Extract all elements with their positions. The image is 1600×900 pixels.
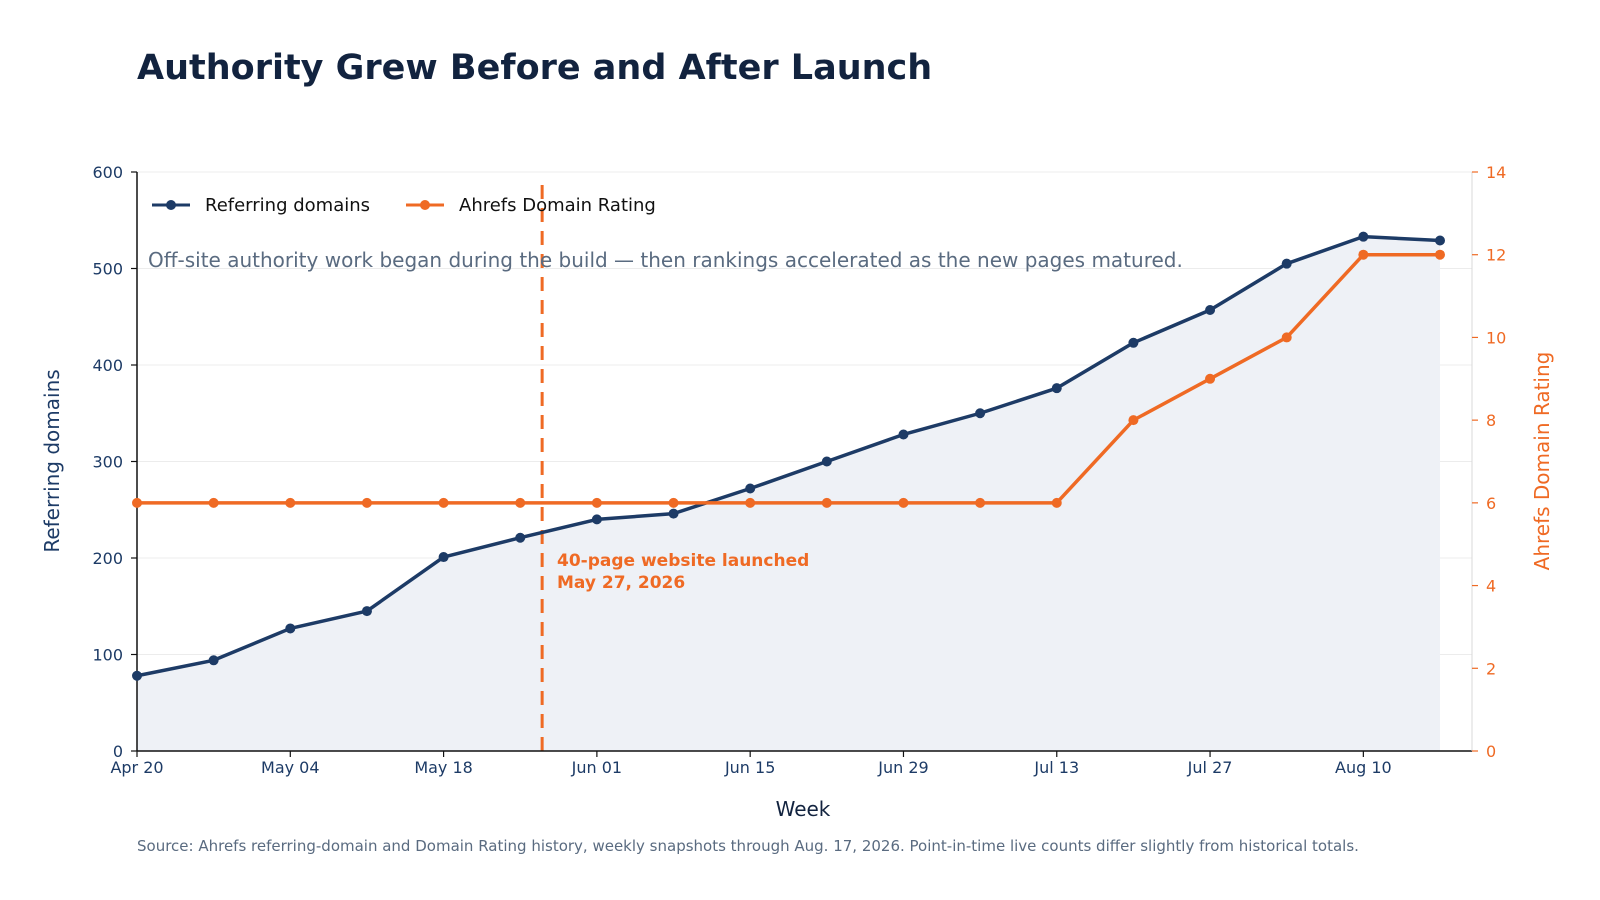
x-tick-label: Apr 20: [110, 758, 163, 777]
y-right-tick-label: 12: [1486, 246, 1506, 265]
legend-marker-domain-rating: [420, 200, 430, 210]
data-point-domain-rating: [438, 497, 449, 508]
legend-label-referring-domains: Referring domains: [205, 195, 370, 216]
data-point-domain-rating: [361, 497, 372, 508]
data-point-domain-rating: [821, 497, 832, 508]
y-axis-left-label: Referring domains: [40, 369, 64, 552]
launch-annotation-line2: May 27, 2026: [557, 573, 685, 593]
source-note: Source: Ahrefs referring-domain and Doma…: [137, 837, 1359, 855]
data-point-referring-domains: [1281, 258, 1292, 269]
series: [132, 231, 1445, 681]
y-left-tick-label: 600: [92, 163, 123, 182]
data-point-domain-rating: [1051, 497, 1062, 508]
data-point-domain-rating: [591, 497, 602, 508]
data-point-domain-rating: [1435, 249, 1445, 260]
data-point-referring-domains: [515, 532, 526, 543]
x-tick-label: May 18: [414, 758, 473, 777]
y-left-tick-label: 400: [92, 356, 123, 375]
y-right-tick-label: 0: [1486, 742, 1496, 761]
launch-annotation-line1: 40-page website launched: [557, 551, 809, 571]
data-point-domain-rating: [975, 497, 986, 508]
x-tick-label: Jul 27: [1187, 758, 1233, 777]
data-point-domain-rating: [1281, 332, 1292, 343]
referring-domains-area: [137, 236, 1440, 751]
y-right-tick-label: 4: [1486, 577, 1496, 596]
data-point-domain-rating: [208, 497, 219, 508]
x-axis-label: Week: [776, 797, 831, 821]
data-point-referring-domains: [132, 670, 142, 681]
y-axis-right-label: Ahrefs Domain Rating: [1530, 352, 1554, 571]
y-left-tick-label: 200: [92, 549, 123, 568]
y-left-tick-label: 100: [92, 646, 123, 665]
y-right-tick-label: 2: [1486, 659, 1496, 678]
y-right-tick-label: 14: [1486, 163, 1506, 182]
data-point-referring-domains: [591, 514, 602, 525]
data-point-domain-rating: [668, 497, 679, 508]
y-right-tick-label: 6: [1486, 494, 1496, 513]
legend-marker-referring-domains: [166, 200, 176, 210]
data-point-referring-domains: [745, 483, 756, 494]
y-left-tick-label: 300: [92, 453, 123, 472]
chart-title: Authority Grew Before and After Launch: [137, 48, 933, 88]
legend: Referring domains Ahrefs Domain Rating: [152, 195, 656, 216]
y-left-tick-label: 0: [113, 742, 123, 761]
data-point-domain-rating: [285, 497, 296, 508]
data-point-referring-domains: [1358, 231, 1369, 242]
y-right-tick-label: 10: [1486, 328, 1506, 347]
data-point-domain-rating: [1205, 373, 1216, 384]
area-fill-referring-domains: [137, 236, 1440, 751]
data-point-domain-rating: [898, 497, 909, 508]
data-point-referring-domains: [1128, 337, 1139, 348]
data-point-referring-domains: [1051, 383, 1062, 394]
x-tick-label: Jun 01: [571, 758, 622, 777]
data-point-domain-rating: [515, 497, 526, 508]
data-point-referring-domains: [821, 456, 832, 467]
chart-subtitle: Off-site authority work began during the…: [148, 248, 1183, 272]
data-point-referring-domains: [438, 552, 449, 563]
data-point-referring-domains: [975, 408, 986, 419]
x-tick-label: Jul 13: [1033, 758, 1079, 777]
data-point-referring-domains: [1435, 235, 1445, 246]
data-point-referring-domains: [285, 623, 296, 634]
series-line-referring-domains: [135, 234, 1442, 678]
data-point-referring-domains: [361, 606, 372, 617]
data-point-referring-domains: [208, 655, 219, 666]
legend-label-domain-rating: Ahrefs Domain Rating: [459, 195, 656, 216]
data-point-domain-rating: [1358, 249, 1369, 260]
x-tick-label: Jun 15: [724, 758, 775, 777]
x-tick-label: Jun 29: [877, 758, 928, 777]
data-point-domain-rating: [132, 497, 142, 508]
y-left-tick-label: 500: [92, 260, 123, 279]
data-point-referring-domains: [1205, 304, 1216, 315]
x-tick-label: Aug 10: [1335, 758, 1392, 777]
data-point-referring-domains: [898, 429, 909, 440]
data-point-referring-domains: [668, 508, 679, 519]
data-point-domain-rating: [745, 497, 756, 508]
x-tick-label: May 04: [261, 758, 320, 777]
axes: 0 100 200 300 400 500 600 0 2 4 6 8 10 12 14 Apr 20 May …: [92, 163, 1506, 777]
data-point-domain-rating: [1128, 415, 1139, 426]
y-right-tick-label: 8: [1486, 411, 1496, 430]
series-line-domain-rating: [135, 252, 1442, 505]
